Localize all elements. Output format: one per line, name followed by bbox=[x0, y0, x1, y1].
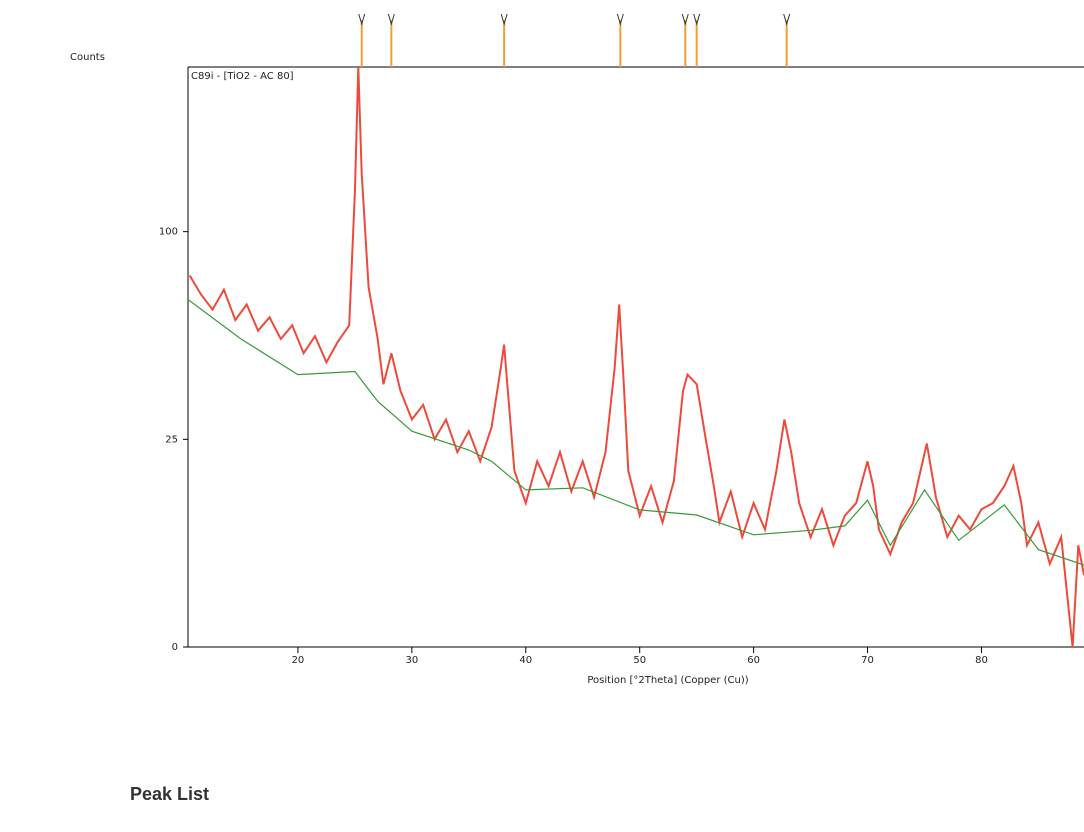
background-line bbox=[187, 299, 1084, 566]
x-tick-label: 50 bbox=[633, 655, 646, 666]
y-tick-label: 100 bbox=[159, 227, 178, 238]
x-tick-label: 70 bbox=[861, 655, 874, 666]
y-tick-label: 25 bbox=[165, 434, 178, 445]
x-tick-label: 60 bbox=[747, 655, 760, 666]
x-tick-label: 30 bbox=[405, 655, 418, 666]
peak-marker-tick bbox=[387, 13, 395, 26]
peak-marker-tick bbox=[358, 13, 366, 26]
chart-title: C89i - [TiO2 - AC 80] bbox=[191, 71, 294, 82]
x-axis-label: Position [°2Theta] (Copper (Cu)) bbox=[587, 675, 748, 686]
x-tick-label: 80 bbox=[975, 655, 988, 666]
x-tick-label: 20 bbox=[292, 655, 305, 666]
peak-marker-tick bbox=[693, 13, 701, 26]
peak-marker-tick bbox=[500, 13, 508, 26]
y-tick-label: 0 bbox=[172, 642, 178, 653]
x-tick-label: 40 bbox=[519, 655, 532, 666]
section-heading: Peak List bbox=[130, 784, 210, 804]
observed-line bbox=[188, 66, 1084, 648]
chart: Counts C89i - [TiO2 - AC 80] Position [°… bbox=[70, 13, 1084, 686]
peak-marker-tick bbox=[681, 13, 689, 26]
peak-marker-tick bbox=[783, 13, 791, 26]
peak-marker-tick bbox=[616, 13, 624, 26]
y-axis-label: Counts bbox=[70, 52, 105, 63]
